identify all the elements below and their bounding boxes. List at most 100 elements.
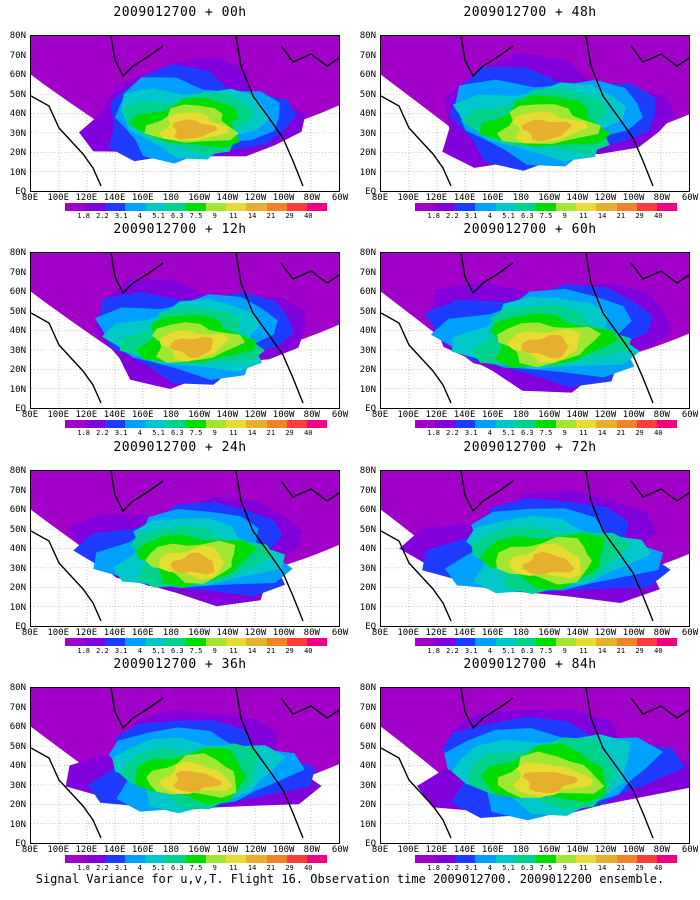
y-tick-label: EQ (365, 839, 376, 849)
colorbar-label: 14 (247, 212, 257, 220)
colorbar-swatch (515, 638, 536, 646)
map-panel: 2009012700 + 36h 80N 70N 60N 50N 40N 30N 20N 10N… (10, 657, 350, 872)
x-tick-label: 60W (331, 628, 349, 638)
y-tick-label: 20N (9, 583, 26, 593)
colorbar-swatch (556, 638, 577, 646)
x-tick-label: 100E (397, 845, 420, 855)
colorbar-label: 5.1 (152, 429, 165, 437)
y-tick-label: EQ (15, 187, 26, 197)
coastline-outline (381, 36, 689, 187)
colorbar-swatch (306, 203, 328, 211)
colorbar-label: 5.1 (152, 212, 165, 220)
y-tick-label: EQ (15, 622, 26, 632)
colorbar-swatch (206, 420, 227, 428)
colorbar-swatch (125, 420, 146, 428)
x-tick-label: 100W (272, 845, 295, 855)
y-tick-label: 50N (9, 741, 26, 752)
colorbar-swatch (65, 855, 86, 863)
x-tick-label: 80W (653, 628, 670, 638)
variance-contour-9 (522, 551, 575, 575)
y-tick-label: 30N (359, 345, 376, 356)
map-panel: 2009012700 + 84h 80N 70N 60N 50N 40N 30N 20N 10N… (360, 657, 700, 872)
x-tick-label: 160E (481, 193, 504, 203)
colorbar-swatch (475, 420, 496, 428)
colorbar-label: 21 (616, 864, 626, 872)
x-tick-label: 140W (216, 628, 239, 638)
variance-contour-9 (522, 771, 579, 793)
colorbar-swatch (576, 855, 597, 863)
colorbar-swatch (286, 203, 307, 211)
y-tick-label: 10N (359, 167, 376, 178)
x-tick-label: 140E (453, 193, 476, 203)
x-tick-label: 140E (103, 410, 126, 420)
y-tick-label: EQ (15, 404, 26, 414)
x-tick-label: 140E (453, 628, 476, 638)
y-tick-label: 50N (9, 524, 26, 535)
x-tick-label: 100W (622, 193, 645, 203)
x-tick-label: 100W (272, 410, 295, 420)
y-tick-label: 40N (9, 544, 26, 554)
colorbar-swatch (185, 638, 207, 646)
x-tick-label: 160E (481, 628, 504, 638)
x-tick-label: 120E (425, 193, 448, 203)
x-tick-label: 80W (653, 193, 670, 203)
colorbar-swatch (535, 638, 557, 646)
y-tick-label: 40N (359, 761, 376, 771)
colorbar-swatch (226, 638, 247, 646)
y-tick-label: 60N (359, 505, 376, 515)
x-tick-label: 160W (188, 628, 210, 638)
map-plot (31, 471, 339, 626)
variance-map (380, 35, 690, 192)
y-tick-label: 50N (9, 89, 26, 100)
colorbar-label: 11 (229, 429, 238, 437)
colorbar-swatch (616, 855, 637, 863)
colorbar-label: 5.1 (152, 647, 165, 655)
colorbar-label: 21 (616, 429, 626, 437)
x-tick-label: 100W (622, 410, 645, 420)
colorbar-swatch (616, 203, 637, 211)
colorbar-swatch (206, 855, 227, 863)
colorbar-label: 4 (137, 864, 142, 872)
colorbar-swatch (246, 638, 267, 646)
x-tick-label: 80E (371, 845, 389, 855)
variance-contour-9 (169, 336, 214, 358)
colorbar-label: 1.8 (427, 429, 441, 437)
colorbar-swatch (636, 855, 657, 863)
x-tick-label: 140W (566, 628, 589, 638)
map-panel: 2009012700 + 12h 80N 70N 60N 50N 40N 30N 20N 10N… (10, 222, 350, 437)
colorbar-swatch (656, 855, 678, 863)
colorbar-swatch (185, 855, 207, 863)
colorbar-label: 4 (137, 647, 142, 655)
panel-title: 2009012700 + 24h (113, 440, 247, 455)
y-tick-label: 40N (9, 109, 26, 119)
x-tick-label: 180 (162, 193, 180, 203)
map-plot (31, 36, 339, 191)
colorbar-label: 4 (487, 429, 492, 437)
y-tick-label: 30N (9, 780, 26, 791)
colorbar-label: 6.3 (520, 212, 534, 220)
x-tick-label: 120W (594, 193, 617, 203)
colorbar-label: 40 (304, 647, 313, 655)
map-panel: 2009012700 + 00h 80N 70N 60N 50N 40N 30N 20N 10N… (10, 5, 350, 220)
x-tick-label: 60W (331, 845, 349, 855)
x-tick-label: 120W (594, 628, 617, 638)
colorbar (65, 638, 328, 646)
colorbar-swatch (556, 420, 577, 428)
x-tick-label: 80W (303, 628, 320, 638)
panel-title: 2009012700 + 84h (463, 657, 597, 672)
colorbar-label: 5.1 (502, 647, 515, 655)
colorbar-swatch (435, 203, 456, 211)
colorbar-label: 9 (562, 647, 567, 655)
y-tick-label: 30N (9, 128, 26, 139)
x-tick-label: 80E (21, 628, 39, 638)
colorbar-label: 29 (285, 864, 294, 872)
colorbar-label: 40 (654, 647, 663, 655)
colorbar-swatch (435, 638, 456, 646)
colorbar-swatch (656, 203, 678, 211)
colorbar-label: 9 (562, 212, 567, 220)
colorbar-swatch (576, 203, 597, 211)
colorbar (65, 855, 328, 863)
colorbar-label: 7.5 (189, 864, 203, 872)
colorbar-label: 5.1 (152, 864, 165, 872)
map-panel: 2009012700 + 60h 80N 70N 60N 50N 40N 30N 20N 10N… (360, 222, 700, 437)
